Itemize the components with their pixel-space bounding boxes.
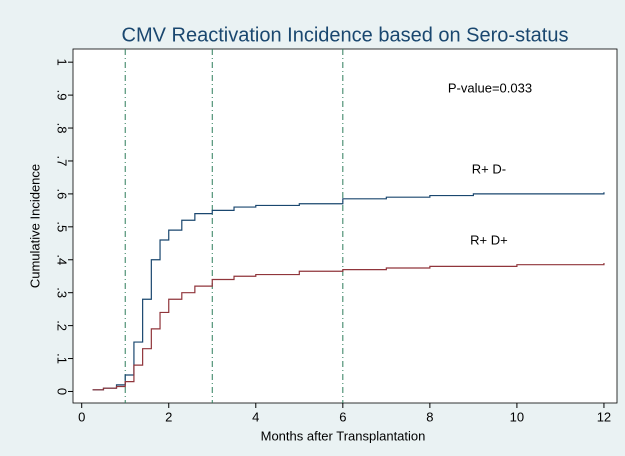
x-tick-label: 8 [426,409,433,424]
series-line [92,192,605,391]
y-tick-label: .9 [55,90,70,101]
series-line [92,263,605,391]
y-tick-label: .4 [55,254,70,265]
chart-title: CMV Reactivation Incidence based on Sero… [122,24,569,46]
y-tick-label: .3 [55,287,70,298]
x-tick-label: 10 [510,409,524,424]
y-tick-label: 0 [55,388,70,395]
series-label: R+ D- [472,162,506,177]
x-tick-label: 6 [339,409,346,424]
x-tick-label: 4 [252,409,259,424]
x-axis-label: Months after Transplantation [261,428,426,443]
x-tick-label: 0 [78,409,85,424]
y-axis-label: Cumulative Incidence [27,164,42,288]
plot-area [72,48,618,404]
series-label: R+ D+ [470,232,508,247]
x-tick-label: 2 [165,409,172,424]
y-tick-label: .2 [55,320,70,331]
annotation: P-value=0.033 [448,80,532,95]
y-tick-label: .1 [55,353,70,364]
y-tick-label: .6 [55,188,70,199]
y-tick-label: .8 [55,123,70,134]
x-tick-label: 12 [597,409,611,424]
y-tick-label: .5 [55,221,70,232]
y-tick-label: .7 [55,156,70,167]
y-tick-label: 1 [55,59,70,66]
